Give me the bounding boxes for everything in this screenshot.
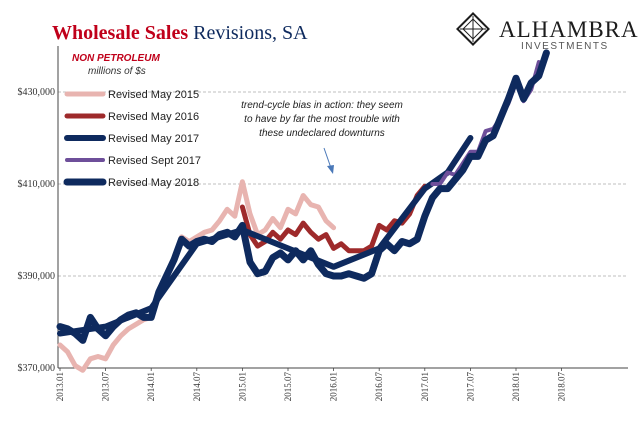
y-axis: $370,000 $390,000 $410,000 $430,000: [18, 87, 56, 374]
legend-label: Revised May 2018: [108, 177, 199, 189]
series-line-rev-sept-2017: [430, 60, 541, 186]
y-tick-label: $410,000: [18, 179, 56, 190]
x-tick-label: 2016.07: [374, 372, 384, 402]
x-tick-label: 2014.07: [192, 372, 202, 402]
annotation-line2: to have by far the most trouble with: [244, 114, 400, 125]
legend-label: Revised May 2016: [108, 111, 199, 123]
logo-tagline: INVESTMENTS: [521, 41, 609, 52]
subtitle-line2: millions of $s: [88, 66, 146, 77]
alhambra-logo: ALHAMBRA INVESTMENTS: [456, 12, 639, 52]
series-line-rev-may-2016: [239, 183, 428, 254]
x-axis: 2013.01 2013.07 2014.01 2014.07 2015.01 2015.…: [55, 368, 567, 401]
x-tick-label: 2013.01: [55, 372, 65, 401]
annotation-line1: trend-cycle bias in action: they seem: [241, 100, 403, 111]
legend-label: Revised May 2017: [108, 133, 199, 145]
x-tick-label: 2017.01: [420, 372, 430, 401]
x-tick-label: 2018.01: [511, 372, 521, 401]
x-tick-label: 2013.07: [101, 372, 111, 402]
x-tick-label: 2014.01: [146, 372, 156, 401]
x-tick-label: 2016.01: [329, 372, 339, 401]
series-line-rev-may-2018: [56, 49, 550, 344]
legend: Revised May 2015 Revised May 2016 Revised …: [63, 89, 201, 189]
annotation: trend-cycle bias in action: they seem to…: [241, 100, 403, 174]
y-tick-label: $390,000: [18, 271, 56, 282]
series-lines: [56, 49, 550, 373]
chart-title: Wholesale Sales Revisions, SA: [52, 22, 308, 44]
annotation-arrow-icon: [323, 147, 334, 174]
chart-title-rest: Revisions, SA: [188, 22, 308, 44]
series-line-rev-may-2015: [57, 179, 337, 373]
logo-name: ALHAMBRA: [499, 17, 639, 42]
series-line-rev-may-2017: [57, 135, 474, 337]
x-tick-label: 2018.07: [557, 372, 567, 402]
legend-label: Revised Sept 2017: [108, 155, 201, 167]
subtitle-line1: NON PETROLEUM: [72, 53, 160, 64]
x-tick-label: 2017.07: [465, 372, 475, 402]
chart-title-bold: Wholesale Sales: [52, 22, 188, 44]
logo-mark-icon: [456, 12, 490, 46]
annotation-line3: these undeclared downturns: [259, 128, 385, 139]
legend-label: Revised May 2015: [108, 89, 199, 101]
y-tick-label: $370,000: [18, 363, 56, 374]
x-tick-label: 2015.01: [237, 372, 247, 401]
y-tick-label: $430,000: [18, 87, 56, 98]
x-tick-label: 2015.07: [283, 372, 293, 402]
